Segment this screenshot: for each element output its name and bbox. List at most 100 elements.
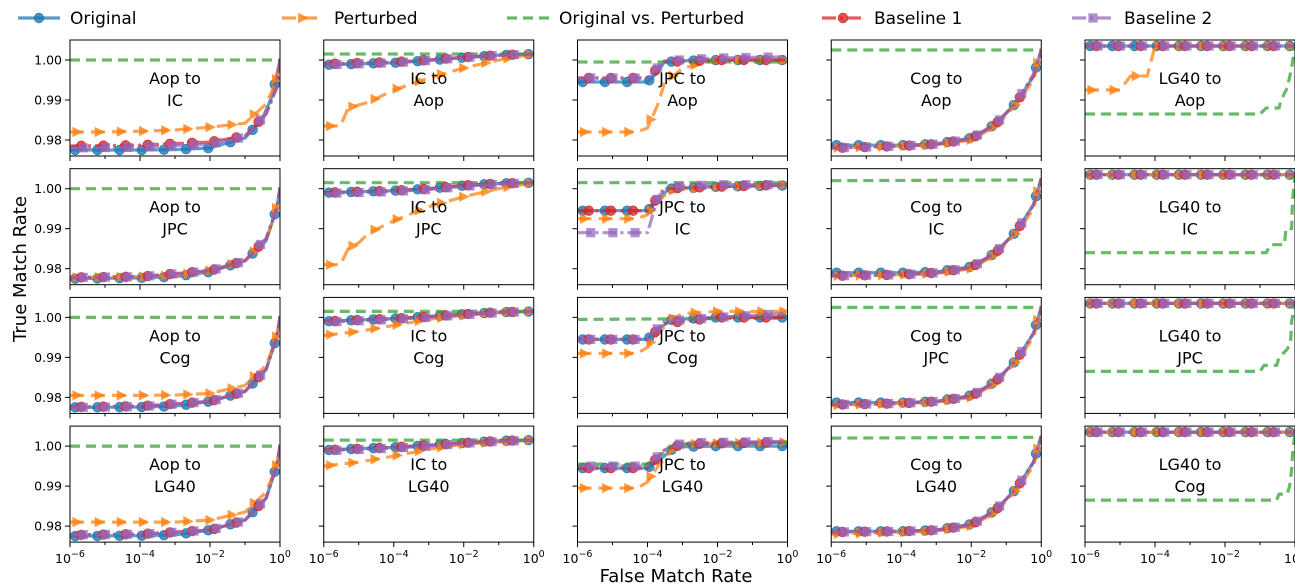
data-point	[995, 243, 1005, 254]
data-point	[1109, 84, 1121, 96]
data-point	[370, 224, 381, 235]
data-point	[332, 445, 342, 455]
series-original-vs-perturbed	[1085, 303, 1295, 373]
data-point	[100, 529, 110, 540]
data-point	[376, 443, 386, 454]
data-point	[586, 461, 596, 471]
x-tick-label: 10−2	[195, 549, 225, 566]
data-point	[376, 187, 386, 197]
data-point	[354, 187, 364, 198]
panel-title-line: LG40 to	[1159, 326, 1222, 345]
data-point	[1204, 298, 1214, 308]
data-point	[972, 516, 983, 526]
plot-area	[577, 52, 788, 138]
data-point	[332, 188, 342, 198]
data-point	[421, 312, 431, 323]
data-point	[138, 390, 150, 401]
x-tick-base: 10	[886, 551, 902, 566]
data-point	[167, 527, 177, 537]
data-point	[227, 383, 239, 394]
data-point	[398, 314, 409, 324]
data-point	[94, 390, 106, 401]
data-point	[138, 516, 150, 528]
panel-frame	[830, 425, 1042, 543]
data-point	[579, 126, 591, 138]
panel-title-line: JPC	[161, 220, 188, 239]
data-point	[1093, 427, 1103, 437]
data-point	[1226, 427, 1236, 437]
data-point	[100, 402, 110, 412]
data-point	[884, 270, 894, 280]
panel-frame	[1084, 39, 1295, 157]
data-point	[1204, 41, 1214, 51]
x-tick-base: 10	[703, 551, 719, 566]
panel-title-line: JPC to	[658, 455, 706, 474]
data-point	[862, 270, 872, 280]
series-baseline-2	[577, 436, 788, 471]
data-point	[271, 73, 280, 85]
x-tick-base: 10	[523, 551, 539, 566]
y-tick-label: 0.98	[34, 519, 62, 534]
data-point	[630, 461, 640, 471]
panel-frame	[577, 425, 788, 543]
data-point	[271, 202, 280, 214]
plot-area	[70, 187, 280, 284]
data-point	[712, 306, 724, 317]
data-point	[1115, 41, 1125, 51]
data-point	[370, 454, 381, 465]
panel-ic-to-cog: IC to Cog	[318, 296, 535, 419]
panel-frame	[69, 39, 281, 157]
x-tick-label: 10−4	[379, 549, 409, 566]
data-point	[579, 482, 591, 494]
series-line	[831, 435, 1042, 440]
data-point	[1115, 298, 1125, 308]
data-point	[1248, 298, 1258, 308]
x-tick-base: 10	[777, 551, 793, 566]
panel-title-line: IC	[167, 91, 183, 110]
data-point	[605, 205, 617, 216]
data-point	[972, 387, 983, 398]
data-point	[72, 516, 83, 528]
x-tick-base: 10	[379, 551, 395, 566]
data-point	[735, 306, 746, 317]
legend-swatch-marker	[298, 12, 309, 24]
series-baseline-2	[70, 188, 280, 282]
series-baseline-2	[323, 50, 534, 70]
data-point	[183, 389, 194, 400]
series-line	[577, 440, 788, 490]
data-point	[354, 316, 364, 326]
series-line	[323, 181, 534, 267]
data-point	[233, 133, 243, 143]
data-point	[1087, 84, 1098, 96]
data-point	[249, 109, 261, 120]
data-point	[78, 530, 88, 540]
plot-area	[1085, 169, 1295, 255]
data-point	[376, 58, 386, 68]
series-line	[70, 59, 280, 150]
panel-lg40-to-jpc: LG40 to JPC	[1080, 296, 1295, 419]
x-tick-exponent: 0	[1046, 549, 1052, 560]
panel-title: JPC to LG40	[658, 455, 706, 496]
panel-title-line: IC to	[410, 455, 447, 474]
data-point	[398, 57, 409, 67]
x-tick-label: 10−6	[563, 549, 593, 566]
panel-title-line: LG40	[662, 477, 704, 496]
data-point	[233, 257, 243, 268]
series-baseline-2	[70, 59, 280, 153]
data-point	[354, 59, 364, 69]
plot-area	[577, 306, 788, 359]
panel-title-line: LG40 to	[1159, 455, 1222, 474]
series-baseline-2	[323, 436, 534, 455]
x-tick-exponent: 0	[539, 549, 545, 560]
data-point	[370, 323, 381, 334]
series-line	[831, 178, 1042, 183]
panel-cog-to-aop: Cog to Aop	[826, 39, 1042, 161]
legend: Original Perturbed Original vs. Perturbed B…	[18, 9, 1212, 29]
series-line	[577, 311, 788, 341]
data-point	[437, 69, 448, 80]
data-point	[884, 526, 894, 537]
data-point	[839, 271, 850, 281]
data-point	[421, 185, 431, 195]
panel-frame	[69, 425, 281, 543]
panel-frame	[1084, 296, 1295, 414]
